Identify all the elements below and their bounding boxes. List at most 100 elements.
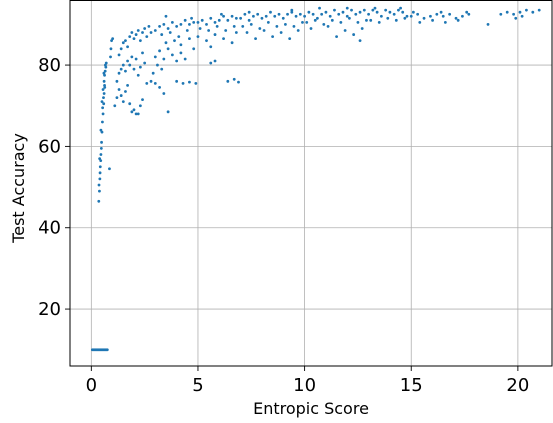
scatter-point bbox=[256, 12, 260, 16]
scatter-point bbox=[124, 90, 127, 93]
scatter-point bbox=[232, 25, 236, 28]
scatter-point bbox=[102, 71, 106, 75]
scatter-point bbox=[241, 25, 245, 28]
scatter-point bbox=[347, 16, 351, 20]
x-tick-label-0: 0 bbox=[86, 375, 97, 396]
scatter-point bbox=[136, 112, 140, 116]
scatter-point bbox=[335, 35, 338, 38]
scatter-point bbox=[245, 31, 249, 34]
scatter-point bbox=[531, 10, 535, 14]
scatter-point bbox=[126, 45, 129, 49]
scatter-point bbox=[520, 14, 524, 18]
scatter-point bbox=[130, 110, 134, 114]
scatter-point bbox=[98, 189, 101, 193]
scatter-point bbox=[486, 23, 490, 26]
scatter-points bbox=[90, 6, 541, 352]
scatter-point bbox=[103, 69, 107, 73]
scatter-point bbox=[234, 31, 238, 34]
scatter-point bbox=[126, 59, 129, 63]
scatter-point bbox=[392, 12, 396, 16]
scatter-point bbox=[467, 12, 471, 16]
scatter-point bbox=[301, 20, 304, 24]
scatter-point bbox=[405, 14, 409, 18]
scatter-point bbox=[448, 12, 452, 16]
scatter-point bbox=[281, 16, 285, 20]
scatter-point bbox=[164, 14, 168, 18]
scatter-point bbox=[121, 63, 125, 67]
scatter-point bbox=[339, 20, 343, 24]
scatter-point bbox=[185, 29, 189, 32]
scatter-point bbox=[333, 8, 336, 12]
scatter-point bbox=[164, 41, 168, 45]
scatter-point bbox=[209, 61, 213, 65]
scatter-point bbox=[330, 18, 334, 22]
scatter-point bbox=[102, 96, 105, 99]
scatter-point bbox=[318, 6, 321, 10]
scatter-point bbox=[399, 6, 402, 10]
scatter-point bbox=[226, 79, 230, 83]
scatter-point bbox=[292, 25, 296, 28]
scatter-point bbox=[499, 12, 503, 16]
scatter-point bbox=[160, 67, 164, 71]
scatter-point bbox=[102, 92, 106, 95]
x-tick-label-4: 20 bbox=[506, 375, 529, 396]
axis-ticks: 0 5 10 15 20 20 40 60 80 bbox=[38, 55, 529, 396]
scatter-point bbox=[175, 25, 179, 28]
scatter-point bbox=[153, 81, 157, 85]
scatter-point bbox=[141, 31, 144, 34]
scatter-point bbox=[153, 55, 157, 59]
scatter-point bbox=[262, 29, 266, 32]
scatter-point bbox=[375, 10, 379, 14]
scatter-point bbox=[286, 12, 289, 16]
scatter-point bbox=[198, 27, 202, 30]
scatter-point bbox=[145, 81, 149, 85]
scatter-point bbox=[269, 10, 272, 14]
scatter-point bbox=[102, 102, 106, 106]
scatter-point bbox=[101, 88, 105, 91]
y-tick-label-3: 80 bbox=[38, 55, 61, 76]
scatter-point bbox=[512, 12, 516, 16]
scatter-point bbox=[101, 120, 104, 124]
scatter-point bbox=[128, 35, 132, 38]
scatter-point bbox=[358, 39, 362, 43]
scatter-point bbox=[128, 102, 132, 106]
scatter-point bbox=[173, 39, 176, 43]
scatter-point bbox=[371, 8, 375, 12]
scatter-point bbox=[132, 67, 136, 71]
scatter-point bbox=[103, 84, 106, 87]
scatter-point bbox=[179, 43, 183, 47]
scatter-point bbox=[401, 10, 405, 14]
y-axis-title: Test Accuracy bbox=[9, 133, 28, 244]
scatter-point bbox=[170, 53, 174, 57]
scatter-point bbox=[409, 14, 413, 18]
scatter-point bbox=[200, 18, 204, 22]
scatter-point bbox=[128, 63, 132, 67]
scatter-point bbox=[108, 167, 111, 171]
scatter-point bbox=[158, 25, 161, 28]
scatter-point bbox=[98, 171, 102, 175]
scatter-point bbox=[279, 31, 283, 34]
scatter-point bbox=[207, 29, 211, 32]
scatter-point bbox=[100, 100, 104, 104]
scatter-point bbox=[377, 20, 381, 24]
scatter-point bbox=[237, 80, 240, 84]
scatter-point bbox=[160, 33, 164, 36]
x-tick-label-1: 5 bbox=[192, 375, 203, 396]
scatter-point bbox=[514, 16, 518, 20]
scatter-point bbox=[418, 20, 422, 24]
scatter-point bbox=[166, 47, 170, 51]
scatter-point bbox=[431, 18, 434, 22]
scatter-point bbox=[239, 16, 243, 20]
scatter-point bbox=[247, 18, 251, 22]
scatter-point bbox=[101, 112, 105, 116]
scatter-point bbox=[111, 37, 115, 41]
scatter-point bbox=[117, 71, 121, 75]
scatter-point bbox=[130, 31, 134, 34]
scatter-point bbox=[101, 106, 105, 110]
scatter-point bbox=[369, 18, 373, 22]
scatter-point bbox=[151, 71, 155, 75]
scatter-point bbox=[422, 16, 426, 20]
scatter-point bbox=[356, 20, 360, 24]
scatter-point bbox=[179, 23, 183, 26]
